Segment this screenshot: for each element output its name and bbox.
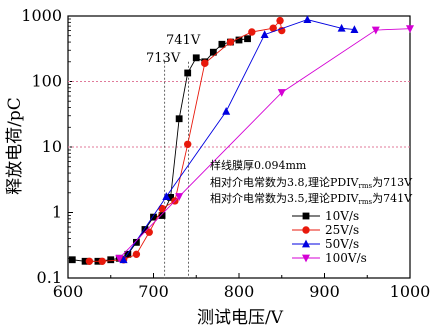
annotation-pdiv-713-sub: rms (359, 182, 373, 190)
data-point (158, 212, 166, 219)
x-tick-label: 900 (309, 282, 340, 301)
legend-marker (302, 212, 310, 220)
data-point (269, 24, 277, 32)
y-tick-label: 100 (31, 72, 62, 91)
y-tick-label: 1 (52, 203, 62, 222)
data-point (133, 238, 140, 246)
legend-marker (302, 254, 310, 263)
data-point (209, 48, 217, 56)
annotation-pdiv-741-sub: rms (359, 198, 373, 206)
data-point (260, 30, 269, 39)
data-point (141, 226, 149, 233)
data-point (162, 192, 171, 200)
data-point (158, 204, 166, 213)
annotation-pdiv-741: 相对介电常数为3.5,理论PDIVrms为741V (210, 191, 413, 206)
data-point (119, 255, 128, 264)
y-tick-label: 1000 (21, 6, 62, 25)
data-point (303, 15, 312, 24)
data-point (68, 256, 76, 264)
series-1 (85, 16, 286, 265)
data-point (218, 40, 226, 48)
data-point (81, 257, 89, 265)
data-point (406, 25, 414, 34)
data-point (244, 35, 251, 43)
data-point (85, 257, 94, 265)
label-713v: 713V (146, 51, 181, 66)
data-point (350, 25, 359, 33)
data-point (107, 256, 115, 264)
data-point (248, 28, 256, 36)
reference-lines (68, 61, 410, 278)
data-point (235, 36, 243, 44)
series-line (72, 38, 248, 262)
legend-label: 100V/s (325, 251, 367, 265)
annotation-pdiv-741-main: 相对介电常数为3.5,理论PDIV (210, 191, 360, 205)
data-point (337, 23, 346, 32)
x-axis-title: 测试电压/V (197, 308, 284, 328)
data-point (184, 69, 192, 77)
data-point (124, 250, 132, 258)
data-point (371, 26, 380, 35)
data-point (276, 16, 284, 25)
data-point (132, 250, 141, 259)
series-line (89, 19, 283, 262)
data-point (145, 228, 153, 236)
annotation-pdiv-713-main: 相对介电常数为3.8,理论PDIV (210, 175, 360, 189)
data-point (277, 89, 286, 97)
y-tick-labels: 0.1 1 10 100 1000 (21, 6, 62, 287)
x-tick-label: 800 (224, 282, 255, 301)
data-point (222, 106, 231, 115)
annotation-thickness: 样线膜厚0.094mm (210, 158, 307, 172)
x-tick-label: 700 (138, 282, 169, 301)
series-2 (119, 15, 359, 264)
data-point (201, 59, 209, 67)
legend-label: 50V/s (325, 237, 359, 251)
y-tick-label: 0.1 (37, 268, 62, 287)
x-tick-label: 1000 (390, 282, 431, 301)
data-point (175, 115, 183, 123)
data-point (278, 26, 286, 35)
series-0 (68, 35, 251, 265)
series-3 (115, 25, 414, 263)
y-axis-title: 释放电荷/pC (5, 97, 25, 195)
label-741v: 741V (166, 33, 201, 48)
annotation-pdiv-713-end: 为713V (372, 176, 413, 189)
annotation-pdiv-713: 相对介电常数为3.8,理论PDIVrms为713V (210, 175, 413, 190)
legend-marker (302, 239, 310, 248)
data-point (115, 254, 124, 263)
legend-marker (302, 226, 310, 234)
annotation-pdiv-741-end: 为741V (372, 192, 413, 205)
data-point (98, 257, 106, 265)
data-point (175, 193, 184, 201)
data-point (226, 38, 235, 46)
series-layer (68, 15, 414, 265)
data-point (192, 54, 200, 62)
x-tick-labels: 600 700 800 900 1000 (53, 282, 431, 301)
data-point (167, 194, 174, 201)
y-tick-label: 10 (42, 137, 62, 156)
legend-label: 25V/s (325, 223, 359, 237)
x-tick-label: 600 (53, 282, 84, 301)
data-point (150, 213, 157, 221)
data-point (184, 140, 192, 148)
legend-label: 10V/s (325, 209, 359, 223)
